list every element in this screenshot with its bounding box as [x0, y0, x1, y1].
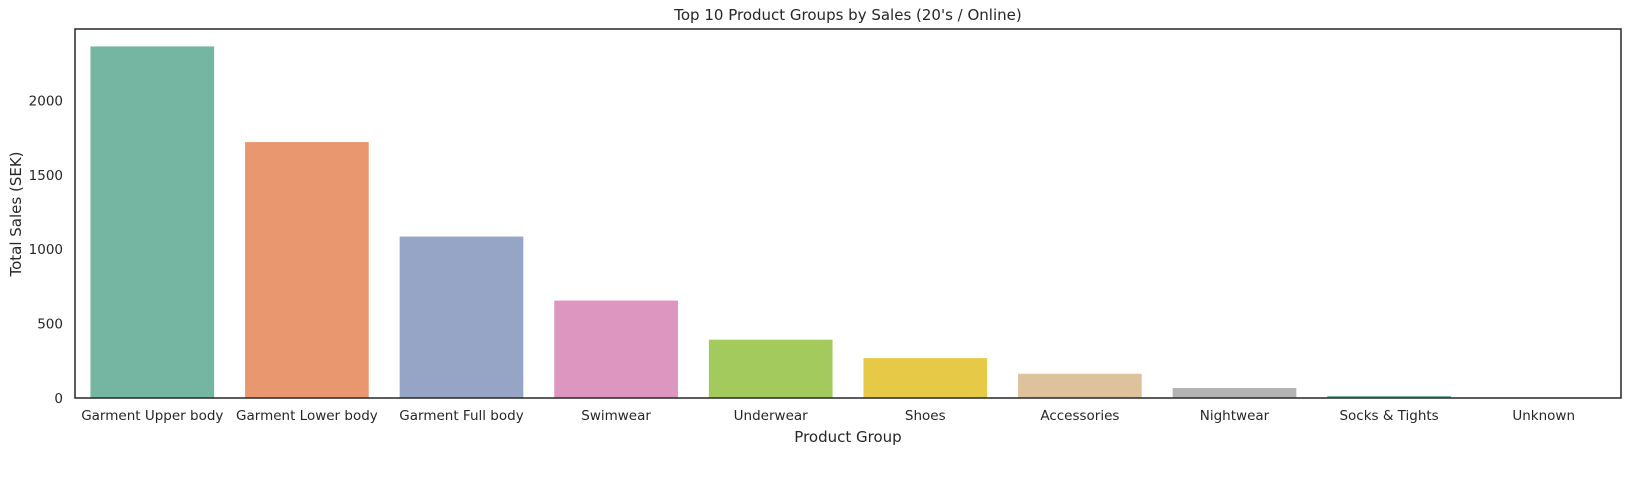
x-tick-label: Unknown [1512, 408, 1575, 424]
x-tick-label: Garment Lower body [236, 408, 378, 424]
bar-nightwear [1173, 388, 1297, 398]
y-axis-label: Total Sales (SEK) [7, 151, 25, 277]
x-tick-label: Garment Full body [399, 408, 523, 424]
x-tick-label: Garment Upper body [81, 408, 223, 424]
x-tick-label: Nightwear [1200, 408, 1270, 424]
x-tick-label: Swimwear [581, 408, 651, 424]
chart-title: Top 10 Product Groups by Sales (20's / O… [673, 6, 1021, 24]
y-tick-label: 2000 [29, 93, 63, 109]
y-tick-label: 500 [37, 317, 63, 333]
y-tick-label: 0 [54, 391, 63, 407]
x-axis-label: Product Group [794, 428, 901, 446]
bar-garment-upper-body [90, 46, 214, 398]
bar-underwear [709, 340, 833, 398]
bar-accessories [1018, 374, 1142, 398]
bar-garment-lower-body [245, 142, 369, 398]
y-tick-label: 1000 [29, 242, 63, 258]
x-tick-label: Accessories [1040, 408, 1119, 424]
bar-garment-full-body [400, 237, 524, 398]
x-tick-label: Shoes [905, 408, 946, 424]
x-tick-label: Underwear [734, 408, 808, 424]
bar-swimwear [554, 301, 678, 398]
bar-shoes [863, 358, 987, 398]
y-tick-label: 1500 [29, 168, 63, 184]
x-tick-label: Socks & Tights [1339, 408, 1438, 424]
